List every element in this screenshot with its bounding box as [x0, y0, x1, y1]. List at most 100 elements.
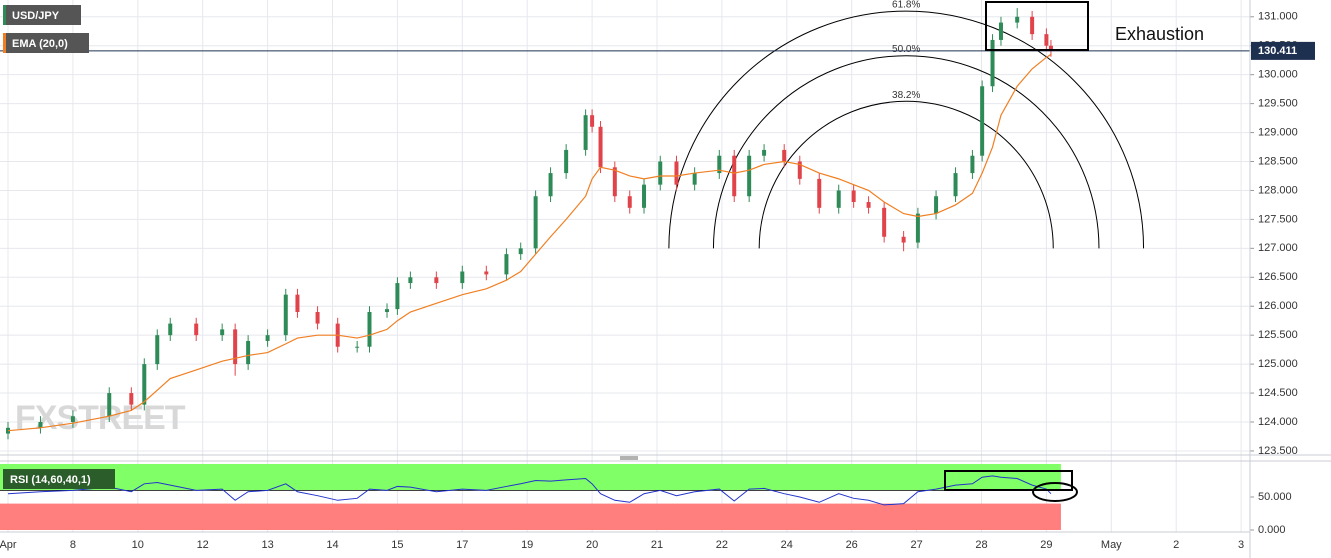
legend-swatch — [3, 5, 6, 25]
candle-body — [460, 271, 465, 284]
x-tick-label: 29 — [1040, 539, 1052, 551]
x-tick-label: 13 — [261, 539, 273, 551]
candle-body — [70, 416, 75, 423]
grid — [0, 0, 1250, 532]
exhaustion-box — [985, 1, 1089, 51]
last-price-box — [1251, 41, 1315, 60]
y-tick-label: 0.000 — [1258, 524, 1286, 536]
candle-body — [817, 178, 822, 208]
y-tick-label: 125.000 — [1258, 358, 1298, 370]
rsi-box — [944, 470, 1073, 491]
fib-label: 50.0% — [892, 44, 920, 55]
candle-body — [953, 173, 958, 197]
y-tick-label: 131.000 — [1258, 11, 1298, 23]
y-tick-label: 126.500 — [1258, 271, 1298, 283]
y-tick-label: 128.000 — [1258, 184, 1298, 196]
legend-box — [3, 33, 89, 53]
candle-body — [598, 126, 603, 168]
candle-body — [782, 149, 787, 162]
candle-body — [627, 196, 632, 208]
candle-body — [434, 277, 439, 284]
candle-body — [168, 323, 173, 336]
candle-body — [797, 161, 802, 179]
candle-body — [233, 329, 238, 365]
candle-body — [882, 207, 887, 237]
candle-body — [367, 312, 372, 347]
legend-box — [3, 5, 81, 25]
plot: Apr 8 10 12 13 14 15 17 19 20 21 22 24 26 27 28 29 May 2 3 1… — [0, 0, 1315, 551]
x-tick-label: 14 — [326, 539, 338, 551]
y-tick-label: 125.500 — [1258, 329, 1298, 341]
candle-body — [564, 149, 569, 174]
candle-body — [915, 213, 920, 243]
y-tick-label: 126.000 — [1258, 300, 1298, 312]
y-tick-label: 127.000 — [1258, 242, 1298, 254]
candle-body — [866, 202, 871, 208]
y-tick-label: 129.500 — [1258, 98, 1298, 110]
candle-body — [998, 22, 1003, 40]
legend-box — [3, 469, 115, 489]
legend-label: USD/JPY — [12, 10, 60, 22]
ema-line — [7, 53, 1052, 432]
legend-label: EMA (20,0) — [12, 38, 68, 50]
candle-body — [484, 271, 489, 275]
candle-body — [355, 346, 360, 348]
candle-body — [658, 161, 663, 185]
rsi-lower-band — [0, 503, 1061, 530]
y-tick-label: 124.500 — [1258, 387, 1298, 399]
candle-body — [246, 340, 251, 365]
candle-body — [129, 393, 134, 405]
candle-body — [142, 364, 147, 405]
candle-body — [518, 248, 523, 255]
candle-body — [717, 155, 722, 174]
y-tick-label: 50.000 — [1258, 491, 1292, 503]
legend-label: RSI (14,60,40,1) — [10, 474, 91, 486]
x-tick-label: 28 — [975, 539, 987, 551]
x-tick-label: 3 — [1238, 539, 1244, 551]
candle-body — [934, 196, 939, 214]
candle-body — [990, 39, 995, 87]
x-tick-label: 17 — [456, 539, 468, 551]
candle-body — [970, 155, 975, 174]
candle-body — [612, 167, 617, 197]
x-tick-label: 19 — [521, 539, 533, 551]
x-tick-label: Apr — [0, 539, 17, 551]
candle-body — [194, 323, 199, 336]
candle-body — [747, 155, 752, 197]
candle-body — [980, 86, 985, 156]
x-tick-label: 20 — [586, 539, 598, 551]
x-tick-label: 15 — [391, 539, 403, 551]
x-tick-label: 12 — [197, 539, 209, 551]
candle-body — [265, 335, 270, 341]
legend-swatch — [3, 33, 6, 53]
candle-body — [155, 335, 160, 365]
x-tick-label: 8 — [70, 539, 76, 551]
candle-body — [836, 190, 841, 208]
legend: USD/JPY EMA (20,0) RSI (14,60,40,1) — [3, 5, 115, 489]
candle-body — [6, 427, 10, 434]
candle-body — [583, 115, 588, 150]
candle-body — [548, 173, 553, 197]
candle-body — [590, 115, 595, 127]
candle-body — [295, 294, 300, 313]
x-tick-label: 27 — [910, 539, 922, 551]
x-tick-label: 22 — [716, 539, 728, 551]
candle-body — [851, 190, 856, 203]
x-tick-label: May — [1101, 539, 1122, 551]
candle-body — [732, 155, 737, 197]
x-tick-label: 26 — [846, 539, 858, 551]
candle-body — [642, 184, 647, 208]
candle-body — [385, 309, 390, 313]
candle-body — [107, 393, 112, 417]
candle-body — [692, 173, 697, 185]
y-tick-label: 129.000 — [1258, 126, 1298, 138]
rsi-upper-band — [0, 464, 1061, 491]
candle-body — [1015, 16, 1020, 23]
y-tick-label: 127.500 — [1258, 213, 1298, 225]
candle-body — [395, 283, 400, 310]
rsi-line — [7, 475, 1052, 506]
drag-handle[interactable] — [620, 456, 638, 460]
candle-body — [1044, 34, 1049, 46]
fib-arc — [668, 10, 1145, 249]
